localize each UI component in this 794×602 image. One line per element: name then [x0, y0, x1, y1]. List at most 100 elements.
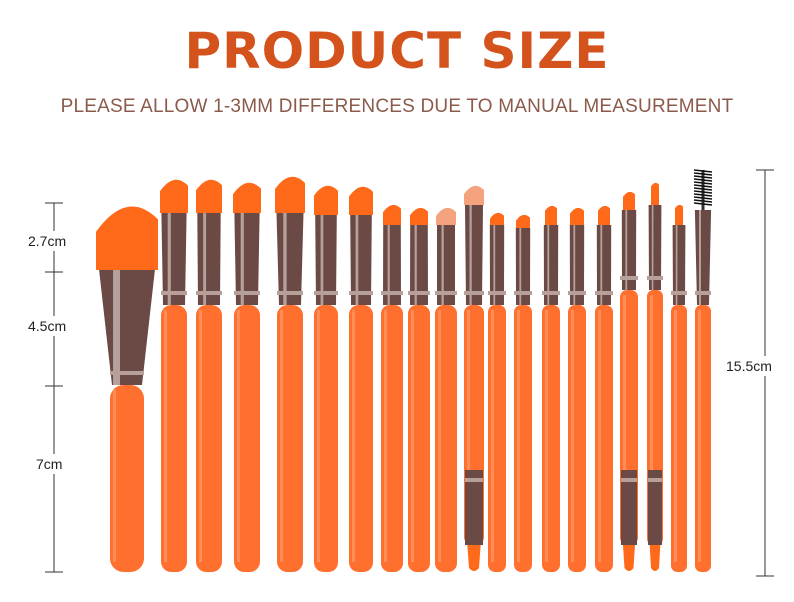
ferrule-shine: [600, 225, 603, 305]
page-title: PRODUCT SIZE: [184, 22, 610, 80]
spoolie-bristle: [693, 184, 713, 188]
brush: [435, 207, 457, 572]
ferrule-shine: [113, 270, 121, 385]
ferrule-shine: [355, 215, 359, 305]
brush-bristles: [598, 205, 610, 225]
handle-highlight: [317, 310, 320, 562]
ferrule-shine: [573, 225, 576, 305]
ferrule-shine: [441, 225, 444, 305]
ferrule-shine: [547, 225, 550, 305]
ferrule-shine: [240, 213, 244, 305]
head-length-label: 2.7cm: [28, 231, 67, 251]
spoolie-bristle: [693, 202, 713, 206]
ferrule-ring: [110, 371, 144, 375]
ferrule-ring: [381, 291, 403, 295]
brush: [275, 176, 305, 572]
handle-highlight: [467, 310, 470, 535]
brush: [595, 205, 613, 572]
brush-bristles: [464, 185, 484, 205]
brush-handle: [161, 305, 187, 572]
ferrule-shine: [320, 215, 324, 305]
brush-handle: [234, 305, 260, 572]
spoolie-bristle: [693, 172, 713, 176]
spoolie-bristle: [693, 190, 713, 194]
handle-highlight: [384, 310, 387, 562]
ferrule-ring: [620, 276, 638, 280]
ferrule-shine: [387, 225, 390, 305]
ferrule-shine: [167, 213, 171, 305]
brush-bristles: [383, 204, 401, 225]
brush-handle: [695, 305, 711, 572]
ferrule-shine: [675, 225, 678, 305]
ferrule-shine: [469, 205, 472, 305]
brush: [233, 182, 261, 572]
spoolie-bristle: [693, 196, 713, 200]
page-subtitle: PLEASE ALLOW 1-3MM DIFFERENCES DUE TO MA…: [60, 96, 734, 117]
brush-bristles: [570, 207, 584, 225]
handle-highlight: [491, 310, 494, 562]
brush: [693, 169, 713, 572]
spoolie-bristle: [693, 181, 713, 185]
brush-handle: [488, 305, 506, 572]
handle-highlight: [571, 310, 574, 562]
brush-handle: [514, 305, 532, 572]
brush-bristles: [516, 214, 530, 228]
brush: [464, 185, 484, 571]
ferrule-shine: [414, 225, 417, 305]
spoolie-bristle: [693, 175, 713, 179]
brush-handle: [568, 305, 586, 572]
brush: [349, 186, 373, 572]
brush: [514, 214, 532, 572]
handle-highlight: [352, 310, 355, 562]
bottom-bristles: [649, 545, 661, 571]
ferrule-ring: [695, 291, 711, 295]
brush-bristles: [623, 191, 635, 210]
brush-handle: [196, 305, 222, 572]
total-length-label: 15.5cm: [726, 356, 772, 376]
bottom-ferrule: [465, 470, 483, 545]
brush-handle: [277, 305, 303, 572]
brush: [542, 205, 560, 572]
bottom-ferrule-ring: [465, 478, 483, 482]
spoolie-bristle: [693, 187, 713, 191]
brush: [160, 179, 188, 572]
bottom-ferrule: [621, 470, 637, 545]
brush: [408, 207, 430, 572]
handle-highlight: [674, 310, 677, 562]
handle-highlight: [545, 310, 548, 562]
ferrule-ring: [464, 291, 484, 295]
handle-highlight: [517, 310, 520, 562]
brush-bristles: [160, 179, 188, 213]
ferrule-ring: [671, 291, 687, 295]
brush-ferrule: [694, 210, 712, 305]
handle-highlight: [280, 310, 283, 562]
bottom-ferrule-ring: [621, 478, 637, 482]
bottom-bristles: [623, 545, 635, 571]
ferrule-ring: [161, 291, 187, 295]
ferrule-shine: [651, 205, 654, 290]
spoolie-bristle: [693, 199, 713, 203]
brush: [488, 212, 506, 572]
brush-bristles: [314, 185, 338, 215]
ferrule-ring: [349, 291, 373, 295]
brush-ferrule: [410, 225, 428, 305]
brush-bristles: [675, 204, 683, 225]
handle-highlight: [237, 310, 240, 562]
spoolie-bristle: [693, 193, 713, 197]
ferrule-ring: [514, 291, 532, 295]
ferrule-ring: [568, 291, 586, 295]
brush-handle: [671, 305, 687, 572]
ferrule-ring: [408, 291, 430, 295]
ferrule-ring: [435, 291, 457, 295]
handle-highlight: [164, 310, 167, 562]
bottom-ferrule: [648, 470, 662, 545]
ferrule-shine: [493, 225, 496, 305]
brush-ferrule: [465, 205, 483, 305]
ferrule-ring: [542, 291, 560, 295]
brush-bristles: [275, 176, 305, 213]
brush-handle: [595, 305, 613, 572]
brush-bristles: [349, 186, 373, 215]
brush: [314, 185, 338, 572]
handle-highlight: [438, 310, 441, 562]
brush-ferrule: [383, 225, 401, 305]
